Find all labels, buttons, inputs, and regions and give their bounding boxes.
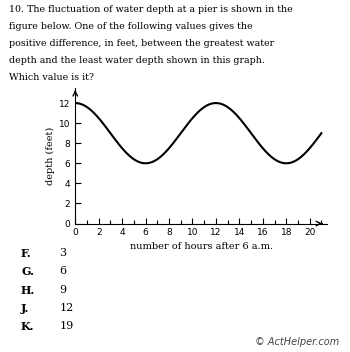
Text: 10. The fluctuation of water depth at a pier is shown in the: 10. The fluctuation of water depth at a … <box>9 5 293 14</box>
Text: K.: K. <box>21 321 35 332</box>
Text: © ActHelper.com: © ActHelper.com <box>255 337 340 347</box>
Text: figure below. One of the following values gives the: figure below. One of the following value… <box>9 22 252 31</box>
Text: 3: 3 <box>60 248 66 258</box>
Y-axis label: depth (feet): depth (feet) <box>46 127 55 185</box>
Text: H.: H. <box>21 285 35 296</box>
Text: 6: 6 <box>60 266 66 276</box>
Text: 19: 19 <box>60 321 74 331</box>
Text: Which value is it?: Which value is it? <box>9 73 94 82</box>
Text: F.: F. <box>21 248 32 259</box>
Text: 9: 9 <box>60 285 66 295</box>
Text: depth and the least water depth shown in this graph.: depth and the least water depth shown in… <box>9 56 265 65</box>
X-axis label: number of hours after 6 a.m.: number of hours after 6 a.m. <box>130 241 273 251</box>
Text: G.: G. <box>21 266 34 277</box>
Text: 12: 12 <box>60 303 74 313</box>
Text: J.: J. <box>21 303 29 314</box>
Text: positive difference, in feet, between the greatest water: positive difference, in feet, between th… <box>9 39 274 48</box>
